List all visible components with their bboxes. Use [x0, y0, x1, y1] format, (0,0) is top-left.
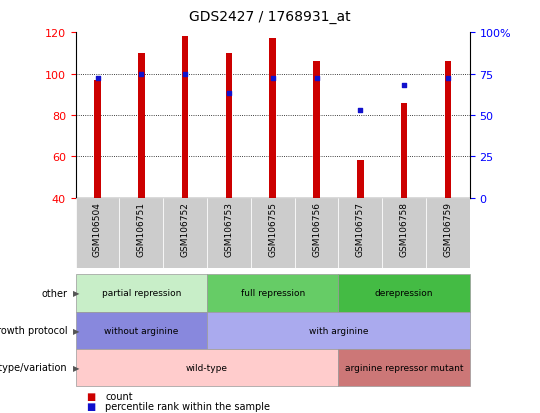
- Text: GSM106504: GSM106504: [93, 202, 102, 256]
- Bar: [94, 81, 101, 198]
- Text: with arginine: with arginine: [309, 326, 368, 335]
- Bar: [444, 62, 451, 198]
- Point: [268, 76, 277, 83]
- Text: GSM106752: GSM106752: [180, 202, 190, 256]
- Text: ▶: ▶: [73, 326, 79, 335]
- Bar: [339, 198, 382, 268]
- Text: count: count: [105, 392, 133, 401]
- Point: [356, 107, 364, 114]
- Text: GSM106759: GSM106759: [443, 202, 453, 256]
- Bar: [182, 37, 188, 198]
- Text: GSM106751: GSM106751: [137, 202, 146, 256]
- Text: without arginine: without arginine: [104, 326, 179, 335]
- Bar: [119, 198, 163, 268]
- Point: [225, 91, 233, 97]
- Text: wild-type: wild-type: [186, 363, 228, 372]
- Point: [312, 76, 321, 83]
- Text: ■: ■: [86, 401, 96, 411]
- Text: ▶: ▶: [73, 289, 79, 298]
- Text: full repression: full repression: [241, 289, 305, 298]
- Text: ■: ■: [86, 392, 96, 401]
- Text: percentile rank within the sample: percentile rank within the sample: [105, 401, 271, 411]
- Text: GSM106753: GSM106753: [225, 202, 233, 256]
- Point: [93, 76, 102, 83]
- Text: growth protocol: growth protocol: [0, 325, 68, 335]
- Bar: [251, 198, 295, 268]
- Text: other: other: [42, 288, 68, 298]
- Bar: [295, 198, 339, 268]
- Text: arginine repressor mutant: arginine repressor mutant: [345, 363, 463, 372]
- Point: [400, 83, 408, 89]
- Text: GDS2427 / 1768931_at: GDS2427 / 1768931_at: [189, 10, 351, 24]
- Bar: [76, 198, 119, 268]
- Text: derepression: derepression: [375, 289, 433, 298]
- Text: GSM106755: GSM106755: [268, 202, 277, 256]
- Bar: [226, 54, 232, 198]
- Point: [181, 71, 190, 78]
- Text: GSM106757: GSM106757: [356, 202, 365, 256]
- Bar: [401, 103, 407, 198]
- Bar: [269, 39, 276, 198]
- Bar: [163, 198, 207, 268]
- Point: [137, 71, 146, 78]
- Bar: [207, 198, 251, 268]
- Bar: [138, 54, 145, 198]
- Bar: [382, 198, 426, 268]
- Bar: [313, 62, 320, 198]
- Text: genotype/variation: genotype/variation: [0, 363, 68, 373]
- Bar: [357, 161, 363, 198]
- Text: GSM106758: GSM106758: [400, 202, 409, 256]
- Bar: [426, 198, 470, 268]
- Text: GSM106756: GSM106756: [312, 202, 321, 256]
- Text: partial repression: partial repression: [102, 289, 181, 298]
- Point: [443, 76, 452, 83]
- Text: ▶: ▶: [73, 363, 79, 372]
